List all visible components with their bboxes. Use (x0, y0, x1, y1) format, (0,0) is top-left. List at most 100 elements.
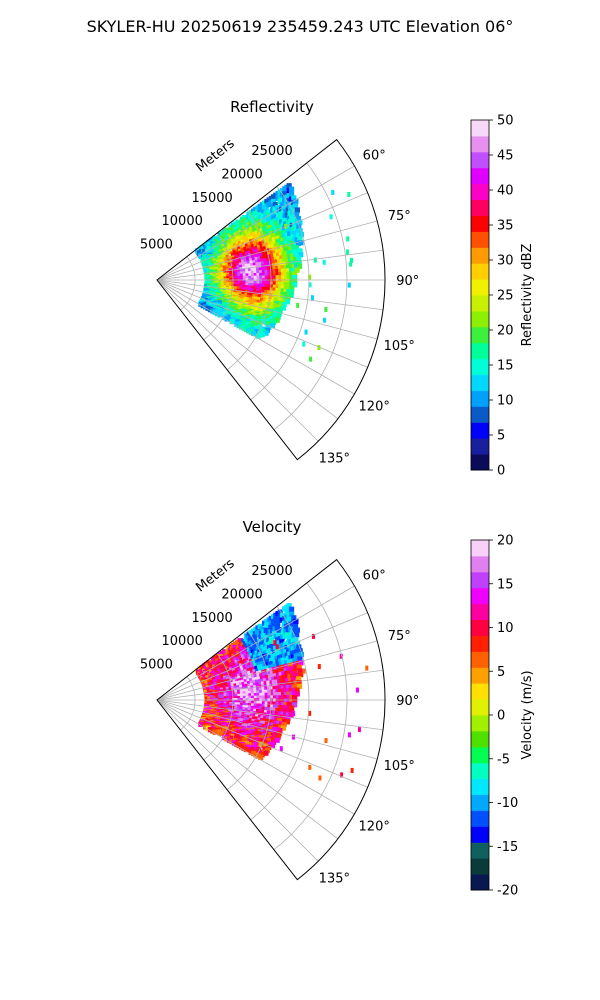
echo-cell (260, 297, 266, 304)
echo-cell (270, 663, 277, 670)
echo-cell (271, 309, 277, 316)
echo-cell (272, 707, 278, 713)
echo-cell (275, 695, 281, 701)
echo-cell (280, 261, 286, 268)
echo-cell (280, 230, 287, 236)
azimuth-gridline (156, 279, 384, 311)
echo-cell (275, 685, 281, 691)
echo-cell (261, 267, 267, 273)
echo-cell (281, 275, 287, 281)
echo-cell (289, 267, 295, 274)
echo-cell (275, 644, 279, 650)
echo-cell (274, 679, 280, 685)
echo-cell (272, 284, 278, 290)
echo-cell (287, 662, 293, 669)
echo-cell (281, 240, 287, 247)
echo-cell (255, 291, 261, 297)
echo-cell (308, 282, 312, 288)
echo-cell (277, 668, 284, 675)
echo-cell (274, 262, 280, 268)
colorbar-segment (471, 762, 489, 780)
echo-cell (253, 273, 259, 279)
echo-cell (286, 275, 292, 281)
echo-cell (298, 672, 304, 678)
colorbar-segment (471, 167, 489, 185)
echo-cell (286, 271, 292, 277)
echo-cell (271, 676, 277, 683)
colorbar-segment (471, 587, 489, 605)
echo-cell (261, 695, 268, 701)
echo-cell (266, 744, 272, 750)
echo-cell (310, 295, 314, 301)
echo-cell (275, 632, 282, 638)
echo-cell (272, 278, 279, 284)
echo-cell (270, 303, 276, 309)
echo-cell (269, 322, 276, 329)
echo-cell (347, 191, 351, 197)
echo-cell (259, 626, 265, 632)
echo-cell (261, 689, 267, 696)
echo-cell (286, 288, 292, 295)
echo-cell (264, 251, 270, 258)
echo-cell (292, 203, 299, 209)
echo-cell (276, 721, 282, 727)
echo-cell (212, 729, 218, 735)
echo-cell (260, 717, 266, 724)
echo-cell (253, 254, 260, 260)
echo-cell (267, 689, 273, 695)
echo-cell (269, 643, 275, 650)
echo-cell (269, 290, 275, 296)
echo-cell (275, 704, 281, 711)
echo-cell (263, 261, 269, 267)
echo-cell (266, 710, 272, 716)
echo-cell (272, 306, 278, 312)
echo-cell (256, 280, 262, 287)
echo-cell (256, 300, 262, 306)
echo-cell (365, 665, 369, 671)
echo-cell (293, 653, 299, 659)
echo-cell (269, 306, 275, 312)
echo-cell (266, 266, 273, 272)
echo-cell (255, 333, 261, 339)
echo-cell (267, 704, 273, 710)
echo-cell (270, 281, 276, 287)
echo-cell (259, 244, 265, 250)
echo-cell (278, 241, 285, 247)
colorbar-segment (471, 406, 489, 423)
echo-cell (268, 636, 274, 642)
echo-cell (275, 707, 281, 714)
echo-cell (263, 258, 269, 264)
echo-cell (283, 281, 290, 288)
echo-cell (297, 648, 303, 654)
echo-cell (258, 250, 264, 256)
echo-cell (262, 255, 268, 261)
echo-cell (279, 612, 286, 618)
echo-cell (296, 232, 302, 238)
echo-cell (283, 684, 289, 691)
echo-cell (266, 713, 272, 719)
colorbar-tick-label: 45 (497, 149, 514, 164)
echo-cell (265, 311, 271, 317)
echo-cell (286, 282, 292, 288)
echo-cell (347, 732, 351, 738)
echo-cell (278, 252, 284, 258)
echo-cell (292, 711, 296, 717)
echo-cell (267, 640, 274, 647)
echo-cell (259, 675, 266, 682)
echo-cell (255, 248, 261, 254)
echo-cell (267, 732, 273, 738)
echo-cell (286, 695, 292, 701)
echo-cell (277, 711, 283, 717)
echo-cell (261, 249, 267, 255)
azimuth-gridline (156, 699, 319, 862)
echo-cell (257, 308, 263, 315)
echo-cell (257, 667, 264, 673)
echo-cell (289, 705, 295, 711)
echo-cell (203, 268, 209, 274)
echo-cell (276, 301, 282, 307)
echo-cell (281, 302, 287, 308)
echo-cell (263, 307, 269, 313)
colorbar-tick-label: 20 (497, 324, 514, 339)
echo-cell (275, 284, 281, 291)
